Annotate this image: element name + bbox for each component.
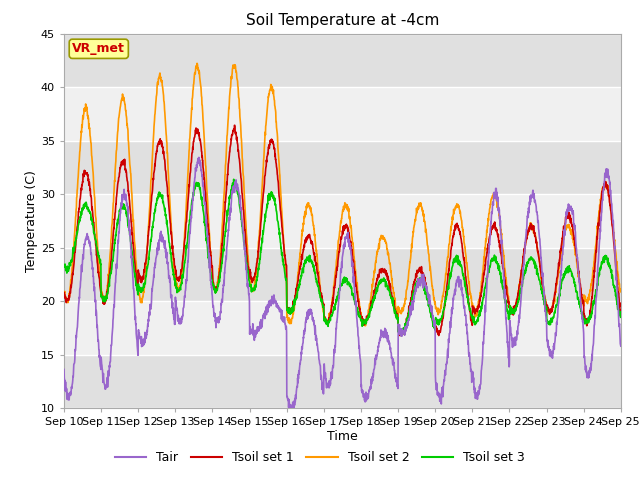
Bar bbox=[64, 141, 621, 194]
Bar bbox=[64, 87, 621, 141]
Bar bbox=[64, 355, 621, 408]
Legend: Tair, Tsoil set 1, Tsoil set 2, Tsoil set 3: Tair, Tsoil set 1, Tsoil set 2, Tsoil se… bbox=[110, 446, 530, 469]
Bar bbox=[64, 301, 621, 355]
Bar bbox=[64, 34, 621, 87]
Y-axis label: Temperature (C): Temperature (C) bbox=[25, 170, 38, 272]
Text: VR_met: VR_met bbox=[72, 42, 125, 55]
Bar bbox=[64, 248, 621, 301]
Bar bbox=[64, 194, 621, 248]
Title: Soil Temperature at -4cm: Soil Temperature at -4cm bbox=[246, 13, 439, 28]
X-axis label: Time: Time bbox=[327, 430, 358, 443]
